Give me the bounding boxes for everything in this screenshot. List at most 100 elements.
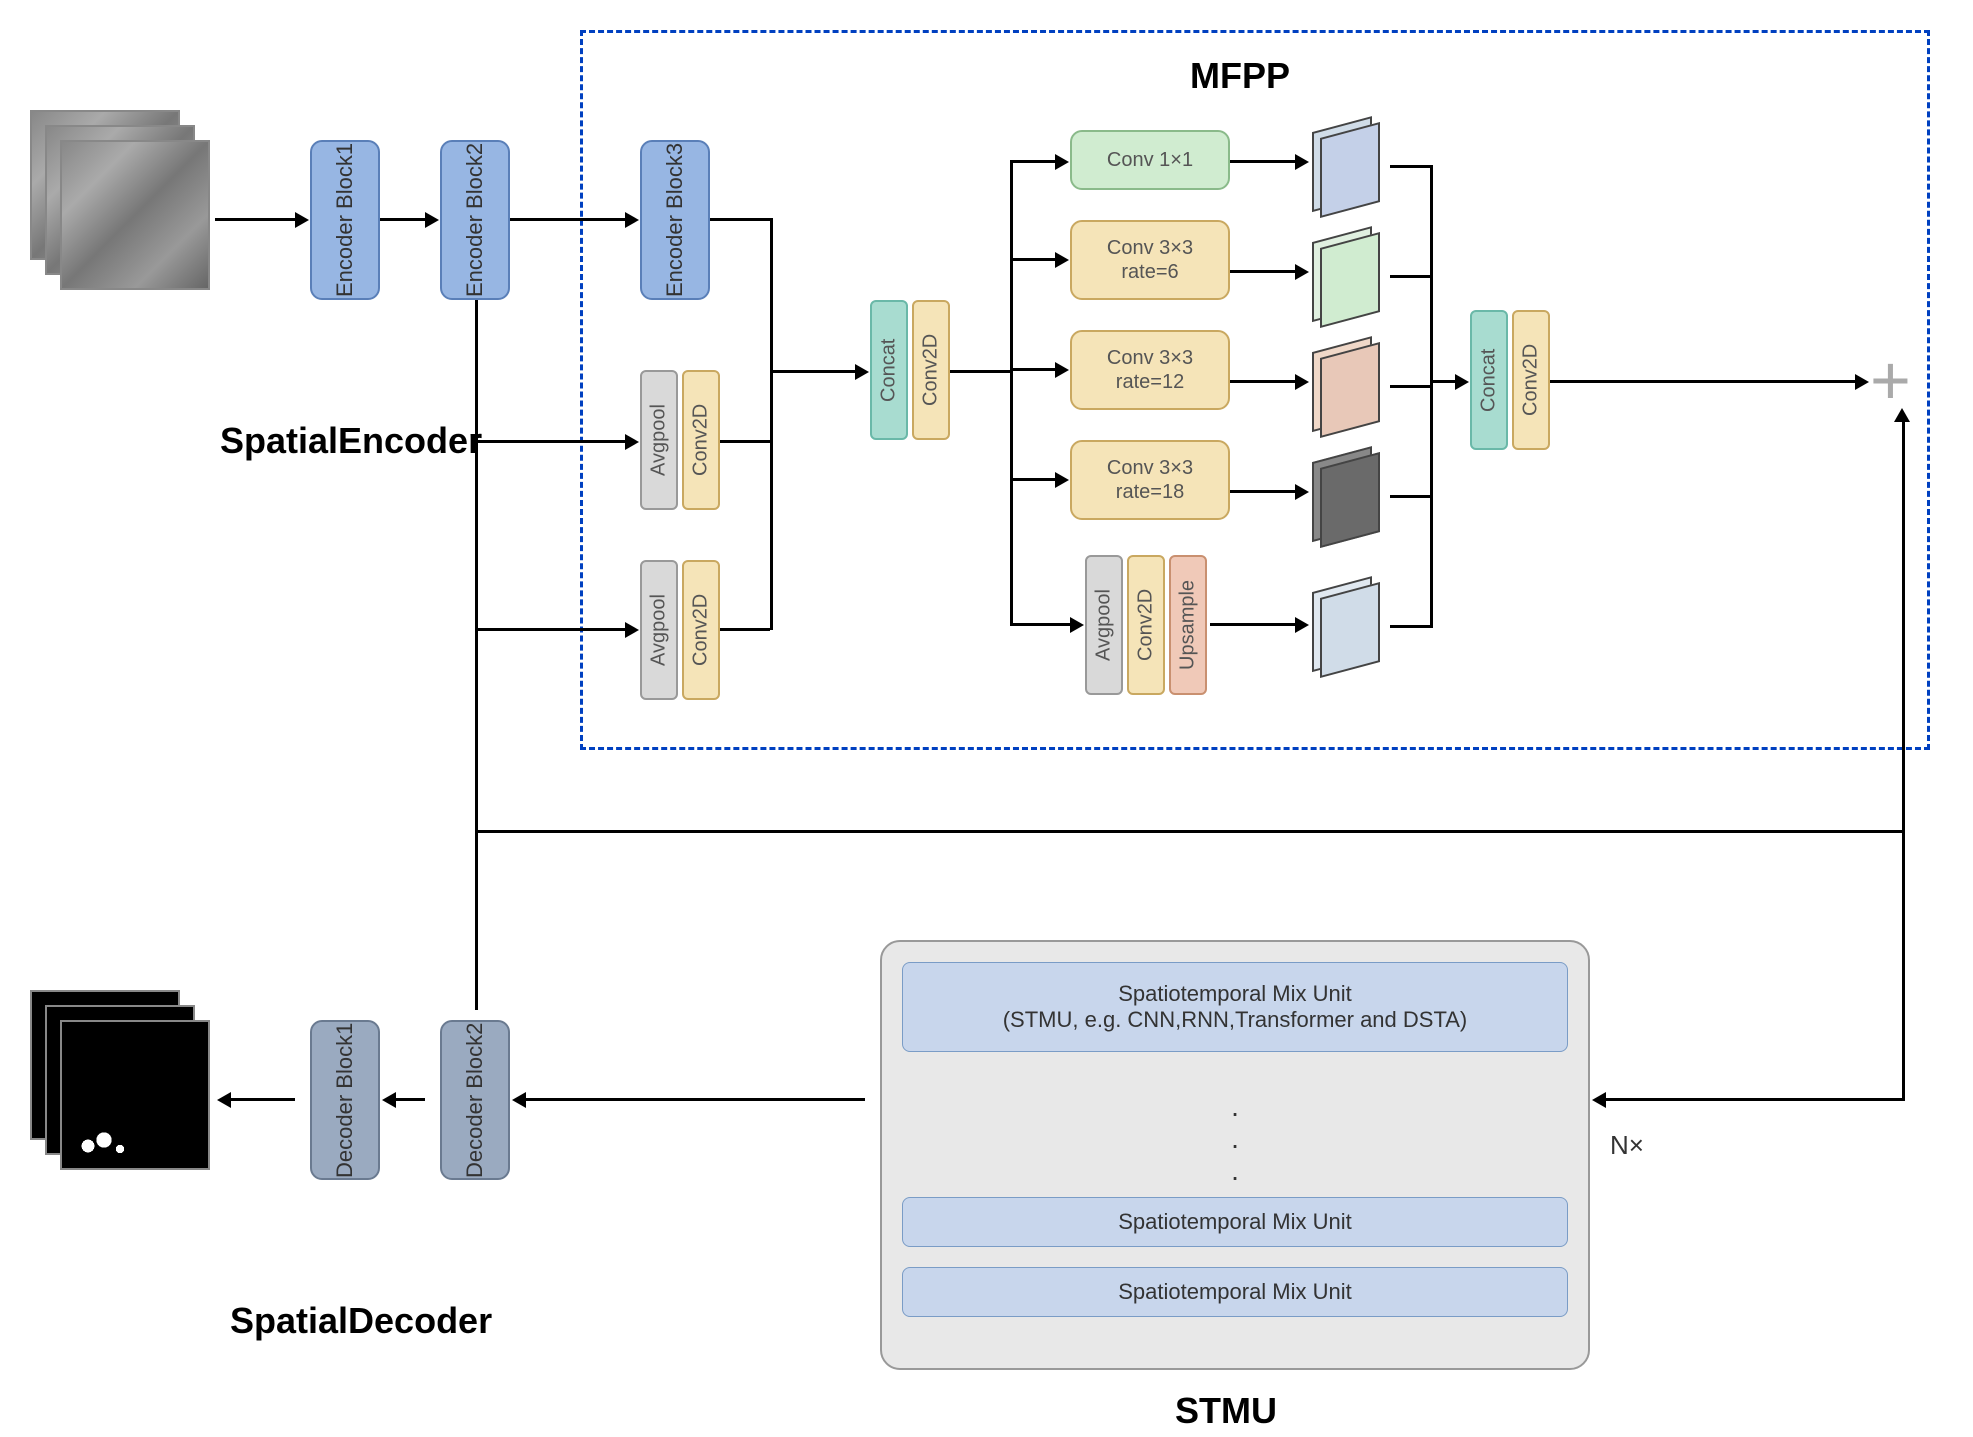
arrow	[395, 1098, 425, 1101]
arrow	[230, 1098, 295, 1101]
arrow	[770, 370, 855, 373]
arrow	[475, 830, 1905, 833]
arrow	[1430, 165, 1433, 628]
arrow-head-icon	[1295, 374, 1309, 390]
conv2d-op: Conv2D	[1512, 310, 1550, 450]
arrow	[475, 300, 478, 1010]
arrow	[1010, 368, 1055, 371]
arrow-head-icon	[425, 212, 439, 228]
feature-tile	[1320, 452, 1380, 548]
arrow	[1605, 1098, 1905, 1101]
conv-line: Conv 3×3	[1107, 346, 1193, 370]
encoder-block1: Encoder Block1	[310, 140, 380, 300]
conv-line: rate=12	[1116, 370, 1184, 394]
stmu-top-line: (STMU, e.g. CNN,RNN,Transformer and DSTA…	[1003, 1007, 1468, 1033]
avgpool-op: Avgpool	[640, 370, 678, 510]
arrow	[525, 1098, 865, 1101]
arrow-head-icon	[1295, 617, 1309, 633]
arrow-head-icon	[217, 1092, 231, 1108]
label-stmu: STMU	[1175, 1390, 1277, 1432]
feature-tile	[1320, 232, 1380, 328]
upsample-op: Upsample	[1169, 555, 1207, 695]
encoder-block3: Encoder Block3	[640, 140, 710, 300]
conv-3x3-rate12: Conv 3×3 rate=12	[1070, 330, 1230, 410]
arrow-head-icon	[1592, 1092, 1606, 1108]
arrow-head-icon	[625, 622, 639, 638]
conv-3x3-rate6: Conv 3×3 rate=6	[1070, 220, 1230, 300]
conv2d-op: Conv2D	[682, 560, 720, 700]
feature-tile	[1320, 342, 1380, 438]
arrow-head-icon	[1055, 154, 1069, 170]
arrow	[1010, 160, 1055, 163]
conv-line: Conv 3×3	[1107, 456, 1193, 480]
arrow	[1902, 420, 1905, 1100]
arrow	[1390, 625, 1430, 628]
encoder-block2: Encoder Block2	[440, 140, 510, 300]
avgpool-op: Avgpool	[640, 560, 678, 700]
arrow	[770, 218, 773, 373]
arrow-head-icon	[1055, 472, 1069, 488]
arrow	[475, 628, 625, 631]
decoder-block1: Decoder Block1	[310, 1020, 380, 1180]
arrow-head-icon	[1455, 374, 1469, 390]
feature-tile	[1320, 582, 1380, 678]
conv-line: Conv 3×3	[1107, 236, 1193, 260]
label-spatial-encoder: SpatialEncoder	[220, 420, 482, 462]
arrow	[1010, 258, 1055, 261]
arrow	[1230, 270, 1295, 273]
avgpool-op: Avgpool	[1085, 555, 1123, 695]
arrow	[720, 628, 770, 631]
label-nx: N×	[1610, 1130, 1644, 1161]
arrow-head-icon	[1055, 252, 1069, 268]
output-image	[60, 1020, 210, 1170]
vertical-dots-icon: ···	[1230, 1097, 1239, 1193]
stmu-unit-bar: Spatiotemporal Mix Unit	[902, 1197, 1568, 1247]
stmu-panel: Spatiotemporal Mix Unit (STMU, e.g. CNN,…	[880, 940, 1590, 1370]
arrow	[1230, 160, 1295, 163]
arrow	[1390, 495, 1430, 498]
arrow	[1010, 478, 1055, 481]
arrow	[1230, 380, 1295, 383]
arrow-head-icon	[382, 1092, 396, 1108]
decoder-block2: Decoder Block2	[440, 1020, 510, 1180]
arrow	[1010, 160, 1013, 625]
arrow-head-icon	[1855, 374, 1869, 390]
arrow	[950, 370, 1010, 373]
arrow-head-icon	[625, 434, 639, 450]
arrow	[1430, 380, 1455, 383]
conv2d-op: Conv2D	[1127, 555, 1165, 695]
conv-line: rate=6	[1121, 260, 1178, 284]
arrow	[380, 218, 425, 221]
arrow	[1230, 490, 1295, 493]
arrow-head-icon	[625, 212, 639, 228]
arrow	[215, 218, 295, 221]
arrow-head-icon	[512, 1092, 526, 1108]
stmu-unit-bar: Spatiotemporal Mix Unit (STMU, e.g. CNN,…	[902, 962, 1568, 1052]
arrow	[510, 218, 625, 221]
diagram-root: SpatialEncoder MFPP SpatialDecoder STMU …	[0, 0, 1973, 1437]
arrow	[1390, 275, 1430, 278]
label-spatial-decoder: SpatialDecoder	[230, 1300, 492, 1342]
conv-1x1: Conv 1×1	[1070, 130, 1230, 190]
arrow-head-icon	[295, 212, 309, 228]
stmu-unit-bar: Spatiotemporal Mix Unit	[902, 1267, 1568, 1317]
concat-op: Concat	[870, 300, 908, 440]
feature-tile	[1320, 122, 1380, 218]
arrow-head-icon	[1295, 484, 1309, 500]
arrow-head-icon	[1055, 362, 1069, 378]
conv-line: rate=18	[1116, 480, 1184, 504]
arrow-head-icon	[1295, 154, 1309, 170]
arrow	[720, 440, 770, 443]
mfpp-box	[580, 30, 1930, 750]
arrow	[1390, 385, 1430, 388]
input-image	[60, 140, 210, 290]
concat-op: Concat	[1470, 310, 1508, 450]
arrow	[1390, 165, 1430, 168]
conv2d-op: Conv2D	[912, 300, 950, 440]
conv2d-op: Conv2D	[682, 370, 720, 510]
arrow	[710, 218, 770, 221]
arrow	[770, 370, 773, 630]
conv-3x3-rate18: Conv 3×3 rate=18	[1070, 440, 1230, 520]
arrow	[475, 440, 625, 443]
stmu-top-line: Spatiotemporal Mix Unit	[1118, 981, 1352, 1007]
